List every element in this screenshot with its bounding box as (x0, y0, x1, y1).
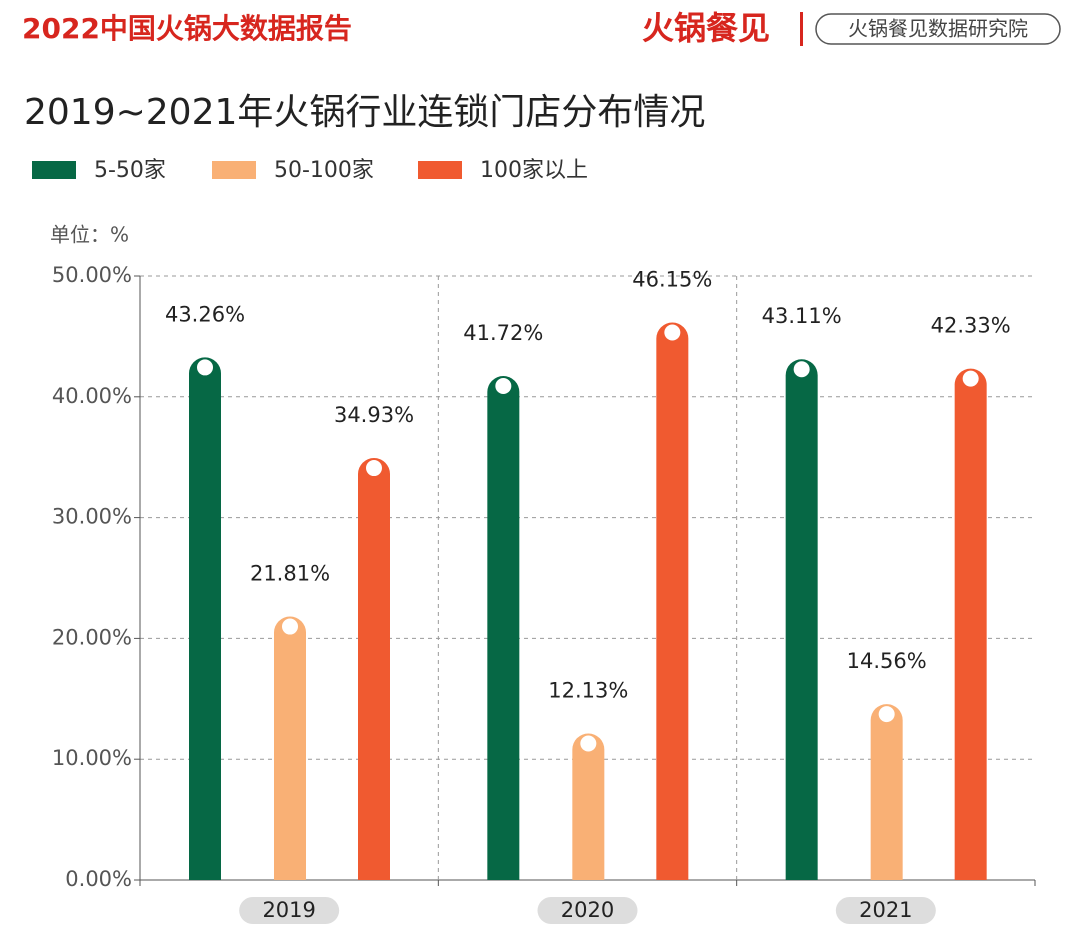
bar-dot (580, 735, 597, 752)
value-label: 14.56% (847, 649, 927, 673)
legend-swatch (212, 161, 256, 179)
bar-dot (664, 324, 681, 341)
value-label: 34.93% (334, 403, 414, 427)
bar (870, 704, 903, 880)
value-label: 43.26% (165, 302, 245, 326)
legend-label: 100家以上 (480, 158, 588, 183)
category-pill (537, 897, 638, 924)
value-label: 42.33% (931, 314, 1011, 338)
value-label: 21.81% (250, 562, 330, 586)
bar (954, 368, 987, 880)
y-tick-label: 10.00% (52, 746, 132, 770)
brand: 火锅餐见 (642, 9, 770, 47)
legend-label: 50-100家 (274, 158, 374, 183)
bar (572, 733, 605, 880)
bar (189, 357, 221, 880)
report-title: 2022中国火锅大数据报告 (22, 12, 352, 45)
bar-dot (878, 706, 895, 723)
institute: 火锅餐见数据研究院 (848, 17, 1028, 41)
value-label: 12.13% (548, 678, 628, 702)
y-tick-label: 0.00% (65, 867, 132, 891)
y-tick-label: 20.00% (52, 625, 132, 649)
bar (487, 376, 520, 880)
unit-label: 单位：% (50, 223, 129, 247)
value-label: 41.72% (463, 321, 543, 345)
x-tick-label: 2021 (859, 898, 912, 922)
divider (800, 12, 803, 46)
bar (656, 322, 689, 880)
legend-label: 5-50家 (94, 158, 166, 183)
bar-dot (282, 618, 298, 635)
y-tick-label: 50.00% (52, 263, 132, 287)
legend-swatch (418, 161, 462, 179)
institute-box (815, 13, 1061, 45)
x-tick-label: 2019 (262, 898, 315, 922)
bar-dot (197, 359, 213, 376)
category-pill (835, 897, 936, 924)
y-tick-label: 30.00% (52, 505, 132, 529)
value-label: 46.15% (632, 268, 712, 292)
x-tick-label: 2020 (561, 898, 614, 922)
bar (274, 616, 306, 880)
bar-dot (962, 370, 979, 387)
y-tick-label: 40.00% (52, 384, 132, 408)
chart-title: 2019~2021年火锅行业连锁门店分布情况 (24, 92, 705, 133)
value-label: 43.11% (762, 304, 842, 328)
legend-swatch (32, 161, 76, 179)
category-pill (239, 897, 340, 924)
bar-dot (495, 378, 512, 395)
bar (785, 359, 818, 880)
bar (358, 458, 390, 880)
bar-dot (793, 361, 810, 378)
bar-dot (366, 460, 382, 477)
